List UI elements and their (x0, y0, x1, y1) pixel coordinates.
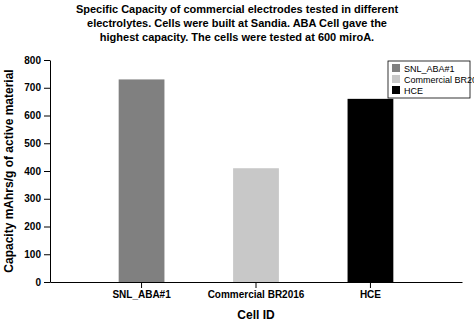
x-tick-mark (141, 282, 142, 288)
y-tick-mark (44, 227, 50, 228)
legend-swatch (392, 86, 400, 94)
chart: Specific Capacity of commercial electrod… (0, 0, 474, 327)
y-tick-mark (44, 88, 50, 89)
legend-swatch (392, 64, 400, 72)
x-axis: SNL_ABA#1 Commercial BR2016 HCE (51, 282, 463, 300)
y-tick: 500 (24, 138, 50, 149)
x-tick-mark (370, 282, 371, 288)
bar (119, 79, 165, 282)
y-tick: 200 (24, 221, 50, 232)
y-tick-label: 0 (35, 277, 41, 288)
x-tick-label: Commercial BR2016 (208, 289, 305, 300)
y-tick-mark (44, 143, 50, 144)
x-tick-label: SNL_ABA#1 (112, 289, 171, 300)
plot: 0 100 200 300 400 500 600 700 800 SNL_ABA#1 Commer… (24, 55, 462, 300)
x-axis-title: Cell ID (237, 308, 275, 322)
y-axis-line (50, 61, 51, 283)
y-axis-title: Capacity mAhrs/g of active material (2, 69, 16, 272)
y-tick: 0 (35, 277, 50, 288)
y-tick: 400 (24, 166, 50, 177)
y-tick-mark (44, 282, 50, 283)
title: Specific Capacity of commercial electrod… (76, 3, 398, 15)
title-group: Specific Capacity of commercial electrod… (76, 3, 398, 43)
y-axis: 0 100 200 300 400 500 600 700 800 (24, 55, 50, 288)
y-tick-label: 300 (24, 193, 41, 204)
y-tick: 700 (24, 82, 50, 93)
y-tick: 800 (24, 55, 50, 66)
bars (119, 79, 394, 282)
y-tick-mark (44, 254, 50, 255)
x-tick: SNL_ABA#1 (112, 282, 171, 300)
y-tick: 600 (24, 110, 50, 121)
x-tick: HCE (360, 282, 381, 300)
y-tick-mark (44, 199, 50, 200)
legend-label: Commercial BR2016 (404, 75, 474, 85)
y-tick-label: 100 (24, 249, 41, 260)
y-tick: 100 (24, 249, 50, 260)
y-tick-mark (44, 171, 50, 172)
y-tick-mark (44, 60, 50, 61)
bar (348, 99, 394, 282)
y-tick-label: 800 (24, 55, 41, 66)
y-tick-label: 200 (24, 221, 41, 232)
title: highest capacity. The cells were tested … (100, 31, 374, 43)
y-tick: 300 (24, 193, 50, 204)
y-tick-mark (44, 116, 50, 117)
legend-swatch (392, 75, 400, 83)
y-tick-label: 400 (24, 166, 41, 177)
y-tick-label: 700 (24, 82, 41, 93)
y-tick-label: 500 (24, 138, 41, 149)
title: electrolytes. Cells were built at Sandia… (87, 17, 387, 29)
x-tick-label: HCE (360, 289, 381, 300)
legend: SNL_ABA#1Commercial BR2016HCE (388, 61, 474, 98)
x-tick: Commercial BR2016 (208, 282, 305, 300)
legend-label: HCE (404, 86, 423, 96)
bar (233, 168, 279, 282)
x-tick-mark (256, 282, 257, 288)
legend-label: SNL_ABA#1 (404, 64, 455, 74)
y-tick-label: 600 (24, 110, 41, 121)
